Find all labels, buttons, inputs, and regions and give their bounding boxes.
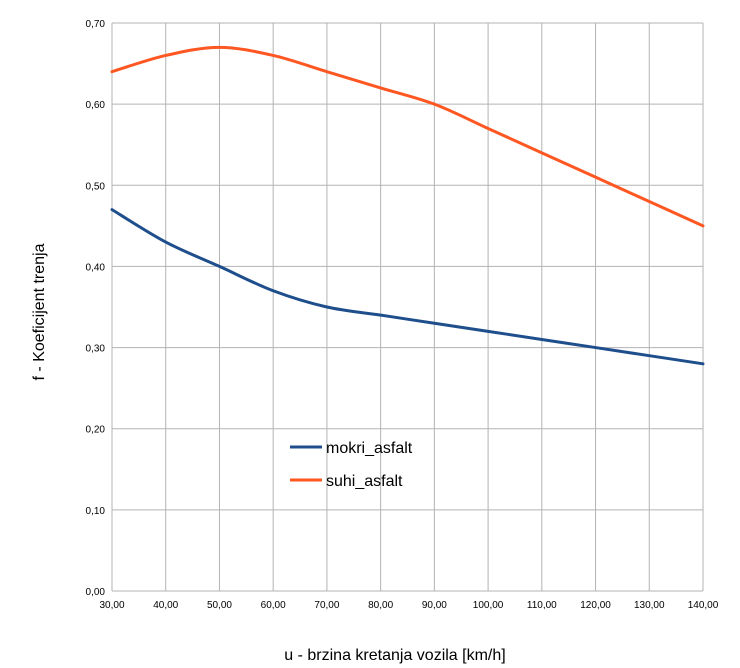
x-tick-labels: 30,00 40,00 50,00 60,00 70,00 80,00 90,00 100,0… [99,600,718,611]
y-tick-label: 0,20 [86,425,106,436]
grid-lines [111,22,704,592]
y-tick-label: 0,10 [86,506,106,517]
y-tick-label: 0,50 [86,181,106,192]
x-tick-label: 110,00 [527,600,557,611]
x-tick-label: 130,00 [634,600,665,611]
series-line-suhi-asfalt [110,45,705,228]
x-axis-title: u - brzina kretanja vozila [km/h] [284,647,505,664]
x-tick-label: 30,00 [99,600,124,611]
series-line-mokri-asfalt [110,208,705,366]
legend-label-suhi-asfalt: suhi_asfalt [326,473,403,490]
series-lines [110,45,705,366]
legend-label-mokri-asfalt: mokri_asfalt [326,440,413,457]
y-axis-title: f - Koeficijent trenja [31,243,48,380]
y-tick-label: 0,30 [86,344,106,355]
x-tick-label: 60,00 [261,600,286,611]
x-tick-label: 120,00 [580,600,611,611]
y-tick-label: 0,60 [86,100,106,111]
x-tick-label: 70,00 [314,600,339,611]
y-tick-labels: 0,00 0,10 0,20 0,30 0,40 0,50 0,60 0,70 [86,19,106,598]
legend: mokri_asfalt suhi_asfalt [290,440,413,490]
y-tick-label: 0,40 [86,262,106,273]
x-tick-label: 50,00 [207,600,232,611]
x-tick-label: 100,00 [473,600,504,611]
y-tick-label: 0,70 [86,19,106,30]
y-tick-label: 0,00 [86,587,106,598]
x-tick-label: 40,00 [153,600,178,611]
x-tick-label: 90,00 [422,600,447,611]
x-tick-label: 80,00 [368,600,393,611]
x-tick-label: 140,00 [688,600,719,611]
